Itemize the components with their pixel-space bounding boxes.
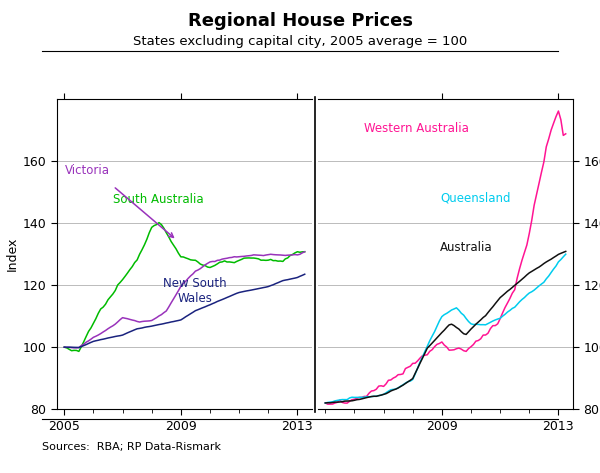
Text: South Australia: South Australia xyxy=(113,193,204,206)
Text: States excluding capital city, 2005 average = 100: States excluding capital city, 2005 aver… xyxy=(133,35,467,48)
Text: New South
Wales: New South Wales xyxy=(163,277,227,305)
Text: Western Australia: Western Australia xyxy=(364,122,469,135)
Y-axis label: Index: Index xyxy=(5,237,19,272)
Text: Queensland: Queensland xyxy=(440,192,511,204)
Text: Sources:  RBA; RP Data-Rismark: Sources: RBA; RP Data-Rismark xyxy=(42,442,221,452)
Text: Victoria: Victoria xyxy=(65,164,110,177)
Text: Regional House Prices: Regional House Prices xyxy=(187,12,413,30)
Text: Australia: Australia xyxy=(440,241,493,254)
